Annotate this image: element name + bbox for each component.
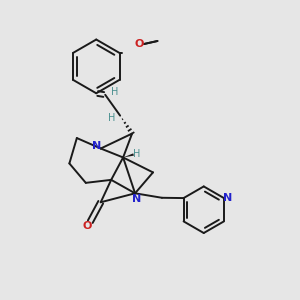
Text: H: H bbox=[108, 113, 116, 123]
Text: N: N bbox=[132, 194, 141, 204]
Polygon shape bbox=[123, 153, 134, 158]
Text: H: H bbox=[133, 149, 140, 160]
Text: O: O bbox=[82, 221, 92, 231]
Text: N: N bbox=[223, 193, 232, 203]
Text: O: O bbox=[135, 39, 144, 49]
Text: N: N bbox=[92, 140, 101, 151]
Text: H: H bbox=[111, 87, 118, 98]
